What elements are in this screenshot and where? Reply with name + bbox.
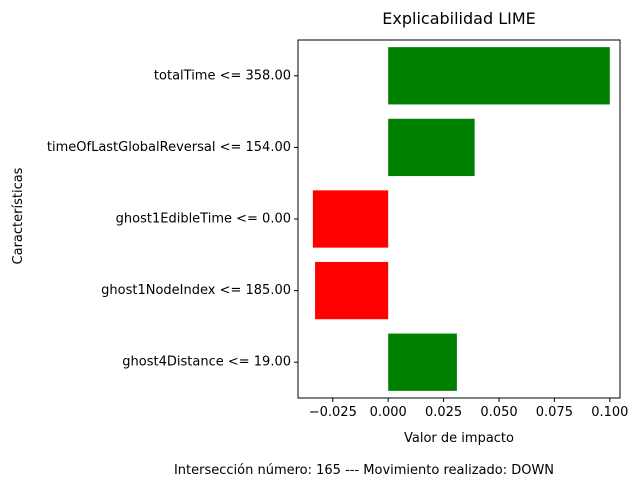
- y-tick-label: ghost1NodeIndex <= 185.00: [101, 283, 291, 298]
- plot-area: totalTime <= 358.00 timeOfLastGlobalRever…: [47, 39, 628, 420]
- x-tick-label: 0.050: [480, 405, 517, 420]
- x-axis-label: Valor de impacto: [404, 431, 514, 446]
- chart-caption: Intersección número: 165 --- Movimiento …: [173, 463, 555, 478]
- bar-4: [388, 333, 457, 391]
- x-tick-label: 0.025: [425, 405, 462, 420]
- x-tick-label: 0.000: [370, 405, 407, 420]
- bar-1: [388, 118, 475, 177]
- bar-3: [315, 261, 389, 320]
- y-tick-label: ghost4Distance <= 19.00: [122, 355, 291, 370]
- x-tick-label: 0.075: [536, 405, 573, 420]
- x-tick-label: 0.100: [591, 405, 628, 420]
- bar-2: [312, 190, 389, 248]
- bar-0: [388, 47, 610, 105]
- y-tick-label: ghost1EdibleTime <= 0.00: [116, 212, 291, 227]
- x-tick-label: −0.025: [309, 405, 357, 420]
- y-axis-label: Características: [11, 167, 26, 264]
- y-tick-label: timeOfLastGlobalReversal <= 154.00: [47, 140, 291, 155]
- chart-title: Explicabilidad LIME: [382, 9, 535, 28]
- axes-frame: [297, 39, 621, 399]
- y-tick-label: totalTime <= 358.00: [154, 68, 291, 83]
